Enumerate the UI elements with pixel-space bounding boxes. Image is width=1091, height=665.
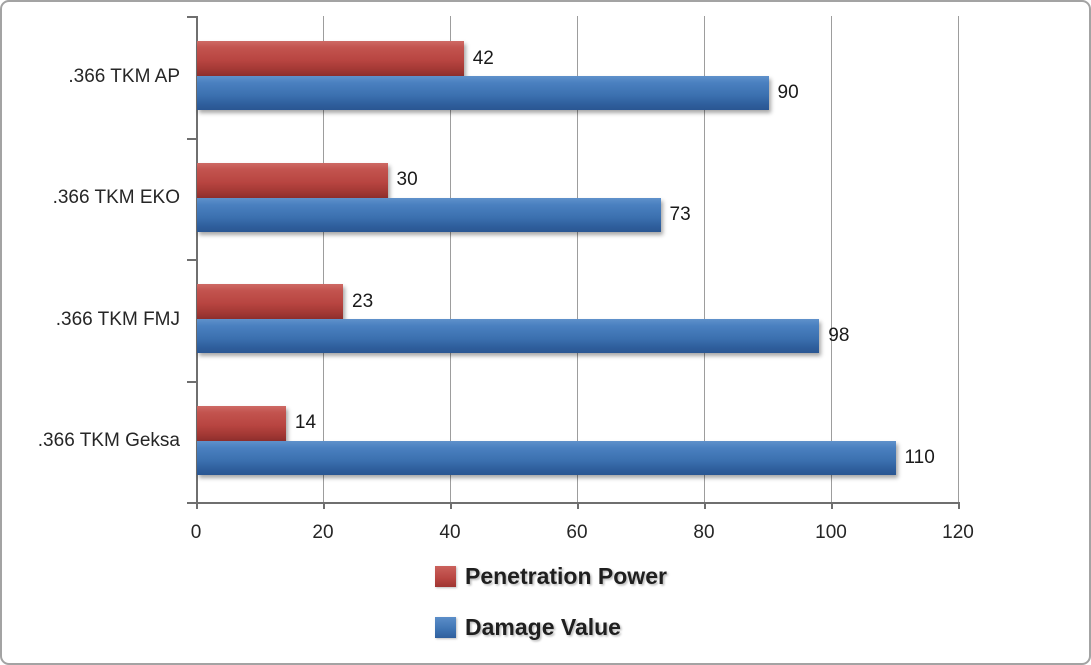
- x-axis-tick: [577, 502, 579, 509]
- gridline-100: [831, 16, 832, 502]
- legend-label-damage-value: Damage Value: [465, 613, 621, 640]
- x-tick-label-120: 120: [942, 522, 974, 543]
- gridline-20: [323, 16, 324, 502]
- y-axis-tick: [187, 137, 196, 140]
- value-label: 73: [669, 203, 691, 225]
- x-axis-tick: [450, 502, 452, 509]
- bar-damage-value: [197, 319, 820, 353]
- bar-damage-value: [197, 440, 896, 475]
- category-label: .366 TKM Geksa: [37, 430, 180, 452]
- category-label: .366 TKM AP: [68, 65, 180, 87]
- x-tick-label-20: 20: [312, 522, 334, 543]
- x-tick-label-60: 60: [566, 522, 588, 543]
- category-label: .366 TKM EKO: [52, 187, 180, 209]
- gridline-120: [958, 16, 959, 502]
- x-tick-label-100: 100: [815, 522, 847, 543]
- gridline-80: [704, 16, 705, 502]
- legend-label-penetration-power: Penetration Power: [465, 562, 667, 589]
- bar-penetration-power: [197, 405, 286, 441]
- value-label: 23: [352, 290, 374, 312]
- legend-swatch-penetration-power: [435, 565, 456, 587]
- x-tick-label-40: 40: [439, 522, 461, 543]
- y-axis-tick: [187, 380, 196, 383]
- x-axis-tick: [323, 502, 325, 509]
- y-axis-line: [196, 16, 198, 509]
- bar-penetration-power: [197, 41, 464, 76]
- legend-item-damage-value: Damage Value: [435, 613, 667, 641]
- x-tick-label-0: 0: [190, 522, 202, 543]
- x-axis-tick: [704, 502, 706, 509]
- bar-penetration-power: [197, 284, 344, 319]
- y-axis-tick: [187, 16, 196, 18]
- y-axis-tick: [187, 502, 196, 504]
- bar-damage-value: [197, 197, 661, 232]
- legend: Penetration Power Damage Value: [435, 562, 667, 663]
- bar-damage-value: [197, 76, 769, 110]
- y-axis-tick: [187, 259, 196, 261]
- value-label: 14: [294, 412, 317, 433]
- x-axis-tick: [831, 502, 833, 509]
- x-tick-label-80: 80: [693, 522, 715, 543]
- gridline-60: [577, 16, 578, 502]
- bar-penetration-power: [197, 162, 388, 198]
- value-label: 42: [472, 47, 494, 69]
- legend-item-penetration-power: Penetration Power: [435, 562, 667, 590]
- x-axis-tick: [196, 502, 198, 509]
- value-label: 90: [777, 82, 799, 103]
- gridline-40: [450, 16, 451, 502]
- category-label: .366 TKM FMJ: [55, 308, 180, 330]
- legend-swatch-damage-value: [435, 616, 456, 638]
- x-axis-tick: [958, 502, 960, 509]
- value-label: 98: [828, 325, 850, 346]
- x-axis-line: [187, 502, 958, 504]
- value-label: 30: [396, 169, 418, 190]
- value-label: 110: [904, 446, 935, 468]
